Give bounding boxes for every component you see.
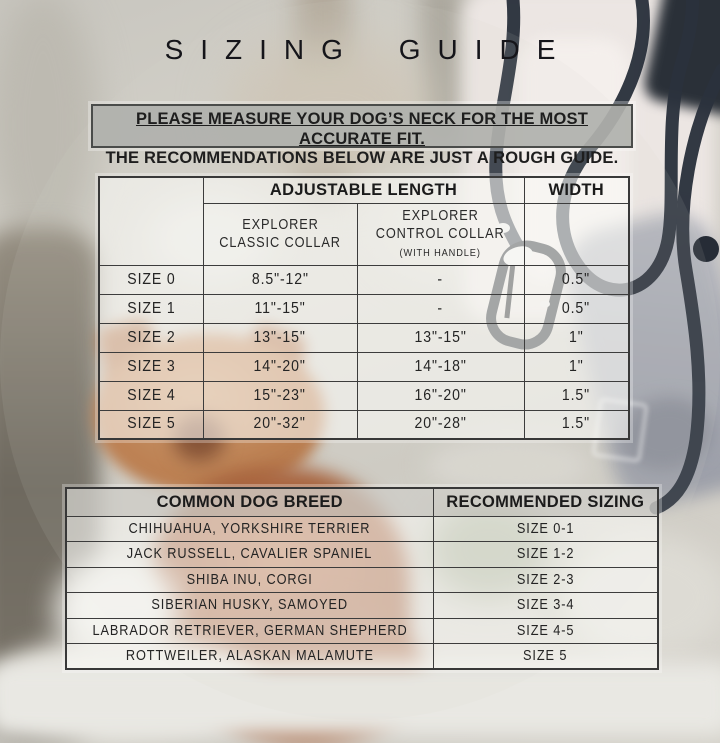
control-length-cell: 14"-18" [356,351,525,382]
classic-length-cell: 14"-20" [202,351,358,382]
page-title: SIZING GUIDE [164,34,573,65]
sizing-cell: SIZE 0-1 [432,515,659,542]
breed-cell: LABRADOR RETRIEVER, GERMAN SHEPHERD [65,617,434,644]
control-length-cell: 13"-15" [356,322,525,353]
classic-length-cell: 11"-15" [202,293,358,324]
breed-row: LABRADOR RETRIEVER, GERMAN SHEPHERD SIZE… [65,617,659,644]
size-table-corner-cell [98,176,204,266]
breed-row: SHIBA INU, CORGI SIZE 2-3 [65,566,659,593]
size-label-cell: SIZE 0 [98,264,204,295]
measurement-notice: PLEASE MEASURE YOUR DOG’S NECK FOR THE M… [91,104,633,167]
notice-line1: PLEASE MEASURE YOUR DOG’S NECK FOR THE M… [135,110,588,148]
width-cell: 1" [523,322,630,353]
breed-cell: JACK RUSSELL, CAVALIER SPANIEL [65,541,434,568]
size-table: ADJUSTABLE LENGTH WIDTH EXPLORER CLASSIC… [98,176,630,440]
breed-cell: ROTTWEILER, ALASKAN MALAMUTE [65,643,434,670]
sizing-cell: SIZE 5 [432,643,659,670]
size-label-cell: SIZE 4 [98,380,204,411]
size-row: SIZE 5 20"-32" 20"-28" 1.5" [98,409,630,440]
breed-row: JACK RUSSELL, CAVALIER SPANIEL SIZE 1-2 [65,541,659,568]
breed-row: CHIHUAHUA, YORKSHIRE TERRIER SIZE 0-1 [65,515,659,542]
size-label-cell: SIZE 2 [98,322,204,353]
sizing-cell: SIZE 4-5 [432,617,659,644]
sizing-header: RECOMMENDED SIZING [432,487,659,517]
width-cell: 0.5" [523,264,630,295]
sizing-cell: SIZE 3-4 [432,592,659,619]
breed-header: COMMON DOG BREED [65,487,434,517]
size-row: SIZE 2 13"-15" 13"-15" 1" [98,322,630,353]
control-length-cell: 20"-28" [356,409,525,440]
breed-cell: SHIBA INU, CORGI [65,566,434,593]
control-length-cell: - [356,264,525,295]
control-collar-header: EXPLORER CONTROL COLLAR (WITH HANDLE) [356,202,525,266]
control-length-cell: 16"-20" [356,380,525,411]
width-subheader-empty-cell [523,202,630,266]
classic-collar-header: EXPLORER CLASSIC COLLAR [202,202,358,266]
control-length-cell: - [356,293,525,324]
width-cell: 1.5" [523,380,630,411]
classic-length-cell: 13"-15" [202,322,358,353]
width-cell: 1.5" [523,409,630,440]
size-row: SIZE 4 15"-23" 16"-20" 1.5" [98,380,630,411]
width-header: WIDTH [523,176,630,204]
size-label-cell: SIZE 3 [98,351,204,382]
width-cell: 0.5" [523,293,630,324]
classic-length-cell: 20"-32" [202,409,358,440]
size-row: SIZE 1 11"-15" - 0.5" [98,293,630,324]
sizing-cell: SIZE 1-2 [432,541,659,568]
breed-cell: CHIHUAHUA, YORKSHIRE TERRIER [65,515,434,542]
adjustable-length-header: ADJUSTABLE LENGTH [202,176,525,204]
breed-row: ROTTWEILER, ALASKAN MALAMUTE SIZE 5 [65,643,659,670]
breed-cell: SIBERIAN HUSKY, SAMOYED [65,592,434,619]
classic-length-cell: 8.5"-12" [202,264,358,295]
size-label-cell: SIZE 1 [98,293,204,324]
bg-snow-blob [425,435,590,497]
size-label-cell: SIZE 5 [98,409,204,440]
classic-length-cell: 15"-23" [202,380,358,411]
sizing-cell: SIZE 2-3 [432,566,659,593]
breed-table: COMMON DOG BREED RECOMMENDED SIZING CHIH… [65,487,659,670]
breed-row: SIBERIAN HUSKY, SAMOYED SIZE 3-4 [65,592,659,619]
width-cell: 1" [523,351,630,382]
notice-line2: THE RECOMMENDATIONS BELOW ARE JUST A ROU… [105,149,619,167]
size-row: SIZE 0 8.5"-12" - 0.5" [98,264,630,295]
bg-light-trees [0,0,98,260]
size-row: SIZE 3 14"-20" 14"-18" 1" [98,351,630,382]
